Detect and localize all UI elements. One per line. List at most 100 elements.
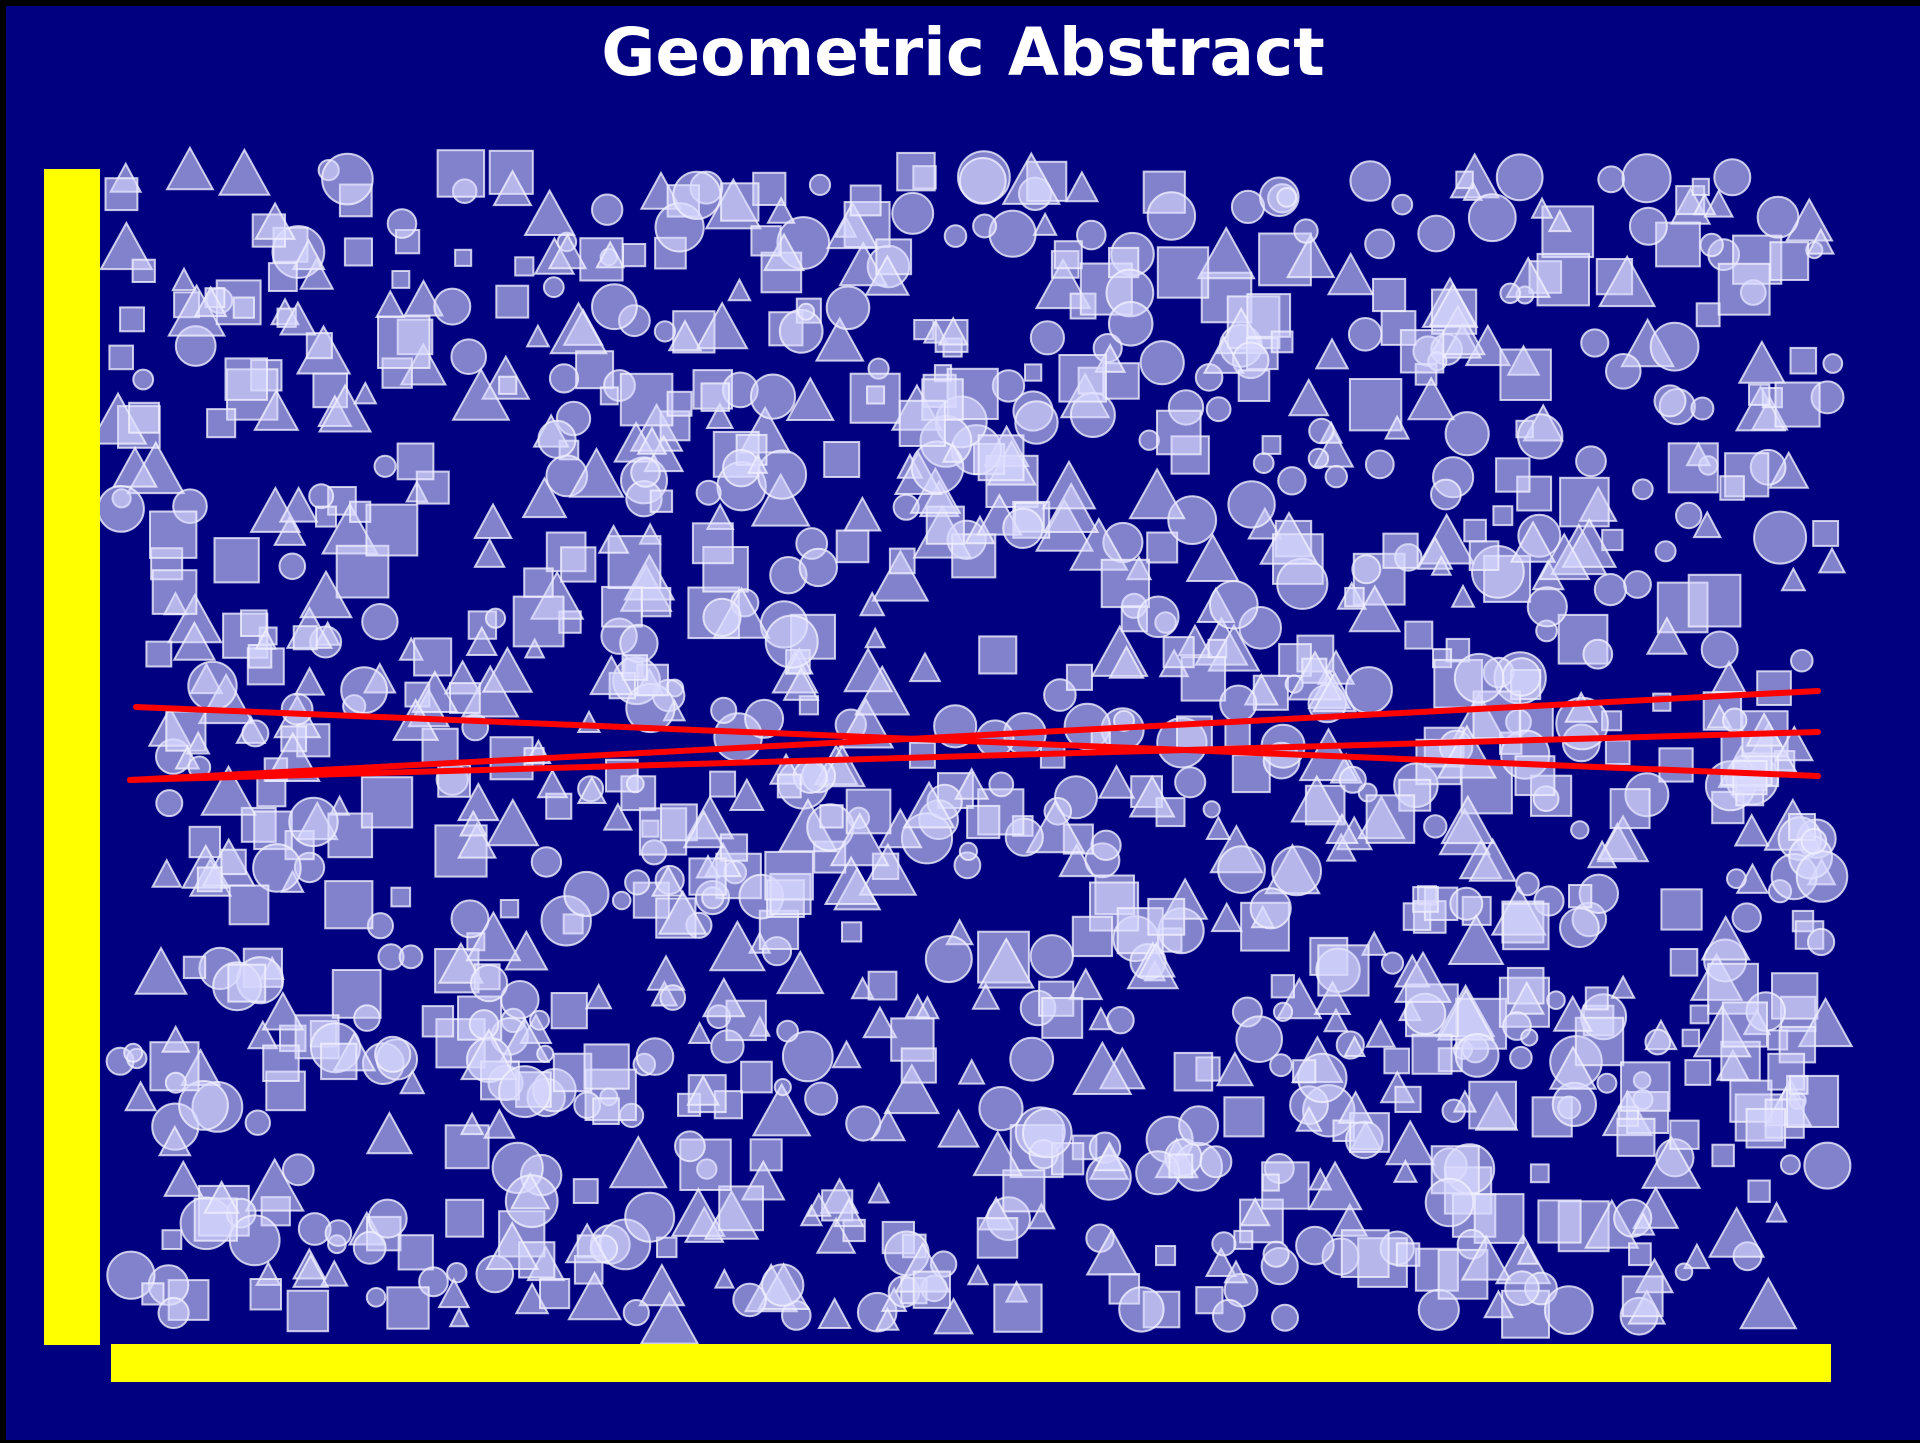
triangle-shape xyxy=(1085,1228,1139,1276)
triangle-shape xyxy=(1128,774,1176,818)
triangle-shape xyxy=(1765,1200,1788,1223)
circle-shape xyxy=(1076,219,1107,251)
square-shape xyxy=(725,999,767,1042)
square-shape xyxy=(621,654,649,681)
triangle-shape xyxy=(1774,725,1815,762)
triangle-shape xyxy=(352,380,378,405)
square-shape xyxy=(1691,177,1710,197)
triangle-shape xyxy=(858,842,918,896)
triangle-shape xyxy=(747,453,769,474)
circle-shape xyxy=(281,1153,315,1187)
triangle-shape xyxy=(1806,227,1836,255)
circle-shape xyxy=(1644,1028,1672,1056)
circle-shape xyxy=(1790,648,1814,673)
triangle-shape xyxy=(1287,377,1330,417)
circle-shape xyxy=(1276,557,1329,610)
triangle-shape xyxy=(458,809,488,837)
triangle-shape xyxy=(124,1080,158,1112)
square-shape xyxy=(560,546,597,583)
square-shape xyxy=(1224,721,1251,748)
circle-shape xyxy=(450,899,490,939)
circle-shape xyxy=(1137,595,1180,639)
triangle-shape xyxy=(399,1069,426,1095)
square-shape xyxy=(1669,948,1699,977)
square-shape xyxy=(740,1060,773,1094)
circle-shape xyxy=(1582,638,1614,670)
circle-shape xyxy=(352,1230,387,1265)
square-shape xyxy=(1537,1199,1582,1244)
circle-shape xyxy=(1009,1036,1055,1082)
triangle-shape xyxy=(1645,616,1688,655)
square-shape xyxy=(390,886,412,908)
square-shape xyxy=(196,866,223,893)
circle-shape xyxy=(1526,586,1568,628)
circle-shape xyxy=(1139,340,1185,386)
square-shape xyxy=(1147,897,1186,936)
triangle-shape xyxy=(1108,644,1145,679)
square-shape xyxy=(1002,1169,1046,1213)
circle-shape xyxy=(548,363,580,394)
triangle-shape xyxy=(564,1222,610,1264)
triangle-shape xyxy=(523,188,576,236)
triangle-shape xyxy=(185,730,211,755)
square-shape xyxy=(249,1278,282,1311)
triangle-shape xyxy=(933,1297,974,1335)
square-shape xyxy=(1463,518,1487,543)
triangle-shape xyxy=(1630,1211,1656,1236)
square-shape xyxy=(1468,540,1500,571)
triangle-shape xyxy=(193,285,228,318)
triangle-shape xyxy=(1508,980,1546,1015)
circle-shape xyxy=(1262,1240,1290,1268)
triangle-shape xyxy=(608,1135,668,1189)
square-shape xyxy=(1681,1028,1701,1048)
triangle-shape xyxy=(492,169,533,207)
circle-shape xyxy=(781,1030,834,1083)
circle-shape xyxy=(808,173,832,196)
triangle-shape xyxy=(937,316,969,346)
square-shape xyxy=(599,386,619,406)
circle-shape xyxy=(749,373,797,420)
circle-shape xyxy=(367,1198,408,1239)
circle-shape xyxy=(773,1078,792,1097)
red-line-2 xyxy=(127,688,1821,783)
triangle-shape xyxy=(473,502,513,539)
triangle-shape xyxy=(448,1306,470,1328)
circle-shape xyxy=(1271,845,1322,897)
triangle-shape xyxy=(157,1124,192,1157)
circle-shape xyxy=(1295,1225,1335,1266)
square-shape xyxy=(823,441,861,478)
circle-shape xyxy=(1090,829,1122,861)
square-shape xyxy=(1246,293,1292,338)
circle-shape xyxy=(1690,396,1715,421)
square-shape xyxy=(1788,1075,1809,1095)
circle-shape xyxy=(1453,652,1505,704)
square-shape xyxy=(213,537,260,584)
square-shape xyxy=(1747,1179,1771,1203)
circle-shape xyxy=(1449,886,1484,921)
circle-shape xyxy=(591,193,624,226)
square-shape xyxy=(900,1047,937,1084)
circle-shape xyxy=(433,287,472,326)
triangle-shape xyxy=(805,1192,832,1217)
triangle-shape xyxy=(291,238,326,271)
triangle-shape xyxy=(639,1290,700,1345)
circle-shape xyxy=(1654,540,1677,563)
circle-shape xyxy=(1779,1154,1801,1176)
triangle-shape xyxy=(1223,1259,1249,1284)
square-shape xyxy=(1601,528,1624,552)
square-shape xyxy=(1173,1051,1214,1092)
triangle-shape xyxy=(1460,1234,1512,1281)
square-shape xyxy=(619,372,674,427)
circle-shape xyxy=(1029,934,1075,979)
circle-shape xyxy=(1430,478,1462,511)
triangle-shape xyxy=(99,220,154,271)
circle-shape xyxy=(797,302,816,321)
triangle-shape xyxy=(1210,901,1244,933)
circle-shape xyxy=(1674,1262,1694,1282)
square-shape xyxy=(1411,1033,1453,1075)
triangle-shape xyxy=(1311,670,1358,713)
square-shape xyxy=(1468,1080,1518,1130)
square-shape xyxy=(512,595,565,648)
circle-shape xyxy=(361,603,399,641)
square-shape xyxy=(1667,442,1719,494)
